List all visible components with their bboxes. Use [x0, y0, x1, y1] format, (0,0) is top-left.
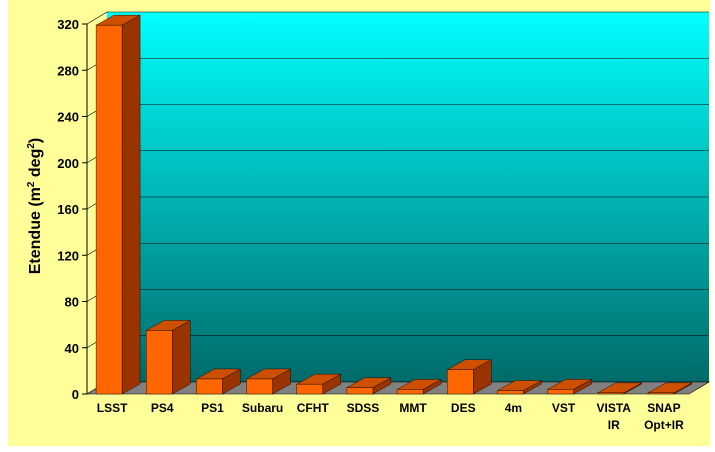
bar-vst	[546, 379, 593, 395]
y-axis-title-superscript: 2	[26, 181, 37, 187]
bar-side-face	[172, 320, 191, 395]
y-axis-title-part: Etendue (m	[27, 187, 44, 274]
bar-4m	[496, 380, 543, 395]
bar-front-face	[447, 369, 474, 395]
y-axis-title-superscript: 2	[26, 143, 37, 149]
bar-cfht	[295, 373, 342, 395]
x-category-label-line: VST	[552, 401, 576, 415]
x-category-label: SNAP Opt+IR	[644, 401, 684, 432]
x-category-label-line: PS4	[151, 401, 174, 415]
bar-front-face	[597, 392, 624, 395]
x-category-label-line: SDSS	[347, 401, 380, 415]
bar-front-face	[296, 383, 323, 395]
bar-ps4	[145, 320, 192, 395]
x-category-label: MMT	[399, 401, 427, 415]
y-tick-label: 280	[57, 63, 79, 78]
x-category-label: VST	[552, 401, 576, 415]
x-category-label: DES	[451, 401, 476, 415]
x-category-label: 4m	[505, 401, 522, 415]
bar-front-face	[146, 330, 173, 395]
bar-ps1	[195, 368, 242, 395]
bar-front-face	[246, 378, 273, 395]
y-tick-label: 120	[57, 248, 79, 263]
y-tick-label: 0	[72, 387, 79, 402]
bar-snap-opt-ir	[647, 382, 693, 395]
y-axis-ticks: 0 40 80 120 160 200 240 280 320	[57, 17, 87, 402]
x-category-label: VISTA IR	[597, 401, 632, 432]
x-category-label-line: DES	[451, 401, 476, 415]
x-category-label-line: Opt+IR	[644, 418, 684, 432]
bar-front-face	[547, 389, 574, 395]
x-category-label-line: CFHT	[297, 401, 330, 415]
bar-sdss	[346, 377, 392, 395]
x-category-label-line: IR	[608, 418, 620, 432]
y-tick-label: 200	[57, 156, 79, 171]
y-tick-label: 240	[57, 110, 79, 125]
x-category-label-line: PS1	[201, 401, 224, 415]
x-category-label: SDSS	[347, 401, 380, 415]
bar-des	[446, 359, 493, 395]
y-axis-title-part: deg	[27, 149, 44, 182]
bar-front-face	[647, 392, 675, 395]
x-axis-labels: LSST PS4 PS1 Subaru CFHT SDSS MMT DES 4m VST VISTA…	[97, 401, 684, 432]
x-category-label: PS1	[201, 401, 224, 415]
bar-front-face	[396, 389, 424, 395]
gridline-diagonal	[86, 11, 108, 25]
bar-subaru	[245, 368, 292, 395]
bar-front-face	[497, 390, 524, 395]
x-category-label: Subaru	[242, 401, 283, 415]
y-tick-label: 40	[65, 341, 79, 356]
x-category-label: PS4	[151, 401, 174, 415]
bar-front-face	[196, 378, 223, 395]
x-category-label-line: SNAP	[647, 401, 680, 415]
bar-lsst	[95, 14, 141, 395]
y-tick-label: 160	[57, 202, 79, 217]
x-category-label-line: MMT	[399, 401, 427, 415]
x-category-label-line: LSST	[97, 401, 128, 415]
bar-side-face	[121, 14, 141, 395]
y-axis-title: Etendue (m2 deg2)	[26, 138, 44, 274]
bar-vista-ir	[596, 382, 643, 395]
y-tick-label: 320	[57, 17, 79, 32]
bars	[95, 14, 693, 395]
x-category-label-line: Subaru	[242, 401, 283, 415]
y-axis-title-part: )	[27, 138, 44, 143]
x-category-label-line: VISTA	[597, 401, 632, 415]
y-tick-label: 80	[65, 295, 79, 310]
bar-front-face	[95, 24, 123, 395]
x-category-label: LSST	[97, 401, 128, 415]
x-category-label-line: 4m	[505, 401, 522, 415]
x-category-label: CFHT	[297, 401, 330, 415]
bar-mmt	[396, 379, 442, 395]
bar-front-face	[346, 387, 374, 395]
